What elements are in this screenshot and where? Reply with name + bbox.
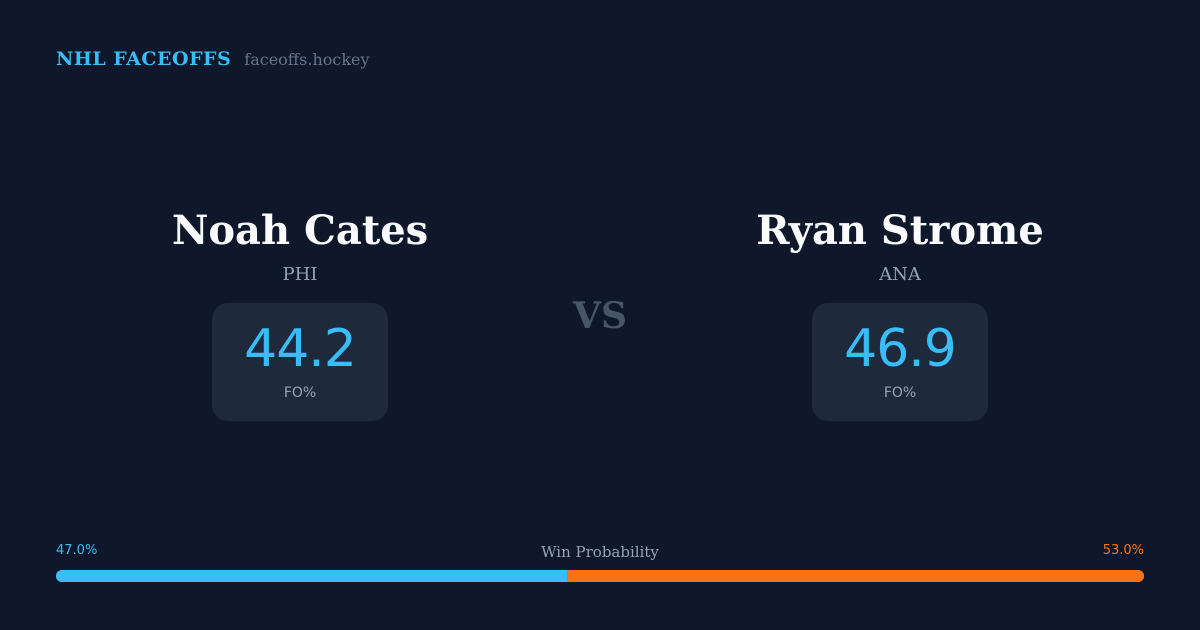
win-probability-left-label: 47.0%: [56, 543, 98, 558]
player-left-stat-card: 44.2 FO%: [212, 303, 388, 421]
brand-header: NHL FACEOFFS faceoffs.hockey: [56, 48, 370, 70]
player-left-stat-label: FO%: [283, 385, 317, 401]
brand-title[interactable]: NHL FACEOFFS: [56, 48, 232, 70]
win-probability-labels: 47.0% Win Probability 53.0%: [56, 543, 1144, 563]
player-right-stat-card: 46.9 FO%: [812, 303, 988, 421]
player-left-team: PHI: [282, 264, 318, 285]
win-probability-right-fill: [567, 570, 1144, 582]
win-probability-right-label: 53.0%: [1102, 543, 1144, 558]
win-probability-bar: [56, 570, 1144, 582]
player-right-stat-label: FO%: [883, 385, 917, 401]
player-right: Ryan Strome ANA 46.9 FO%: [650, 205, 1150, 421]
player-right-stat-value: 46.9: [844, 319, 957, 379]
brand-site-link[interactable]: faceoffs.hockey: [244, 50, 370, 69]
player-right-team: ANA: [879, 264, 921, 285]
player-right-name: Ryan Strome: [756, 207, 1044, 254]
vs-label: VS: [573, 295, 627, 337]
player-left-name: Noah Cates: [171, 207, 429, 254]
win-probability-title: Win Probability: [541, 543, 659, 561]
player-left-stat-value: 44.2: [244, 319, 357, 379]
player-left: Noah Cates PHI 44.2 FO%: [50, 205, 550, 421]
win-probability-left-fill: [56, 570, 568, 582]
